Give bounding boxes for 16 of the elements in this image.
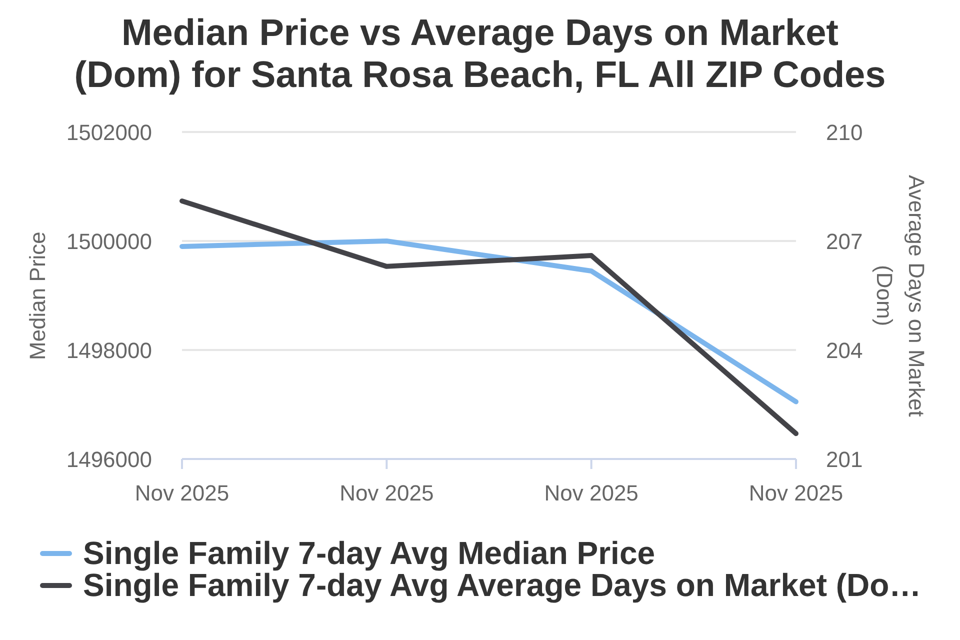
y2-tick-label: 207 <box>826 228 863 254</box>
y-tick-label: 1502000 <box>66 120 152 145</box>
y2-tick-label: 210 <box>826 120 863 145</box>
y2-tick-label: 201 <box>826 446 863 472</box>
y2-axis-title: Average Days on Market (Dom) <box>871 174 930 419</box>
x-tick-label: Nov 2025 <box>340 480 434 506</box>
chart-title: Median Price vs Average Days on Market (Dom) for Santa Rosa Beach, FL All ZIP Codes <box>73 12 887 96</box>
x-tick-label: Nov 2025 <box>544 480 638 506</box>
y-tick-label: 1496000 <box>66 446 152 472</box>
y-tick-label: 1500000 <box>66 228 152 254</box>
y-tick-label: 1498000 <box>66 338 152 363</box>
x-tick-label: Nov 2025 <box>134 480 230 506</box>
x-tick-label: Nov 2025 <box>748 480 844 506</box>
legend-label: Single Family 7-day Avg Median Price <box>83 535 656 571</box>
y2-tick-label: 204 <box>826 338 863 363</box>
y-axis-title: Median Price <box>24 230 51 362</box>
